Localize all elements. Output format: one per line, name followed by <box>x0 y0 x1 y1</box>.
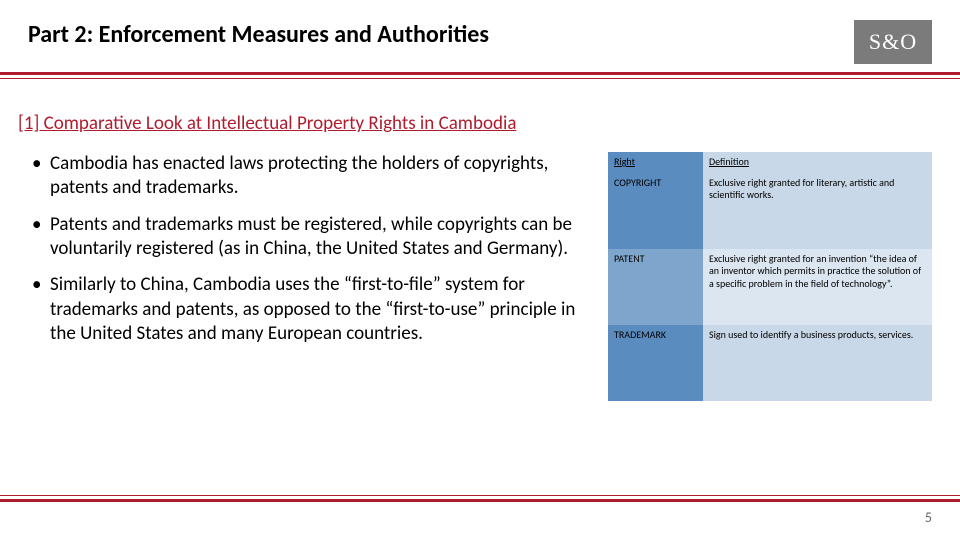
table-row: TRADEMARKSign used to identify a busines… <box>608 325 932 401</box>
bullet-item: Patents and trademarks must be registere… <box>28 213 588 262</box>
cell-definition: Exclusive right granted for literary, ar… <box>703 173 932 249</box>
cell-definition: Sign used to identify a business product… <box>703 325 932 401</box>
table-col-definition: Definition <box>703 152 932 173</box>
header-rule-thick <box>0 72 960 75</box>
cell-definition: Exclusive right granted for an invention… <box>703 249 932 325</box>
footer-rule-thick <box>0 499 960 502</box>
cell-right: PATENT <box>608 249 703 325</box>
table-row: PATENTExclusive right granted for an inv… <box>608 249 932 325</box>
section-subheading: [1] Comparative Look at Intellectual Pro… <box>18 112 516 135</box>
brand-logo-text: S&O <box>869 29 917 55</box>
table-col-right: Right <box>608 152 703 173</box>
ip-rights-table: RightDefinition COPYRIGHTExclusive right… <box>608 152 932 401</box>
header-rule-thin <box>0 78 960 79</box>
brand-logo: S&O <box>854 20 932 64</box>
cell-right: TRADEMARK <box>608 325 703 401</box>
bullet-item: Similarly to China, Cambodia uses the “f… <box>28 273 588 346</box>
cell-right: COPYRIGHT <box>608 173 703 249</box>
table-header-row: RightDefinition <box>608 152 932 173</box>
page-number: 5 <box>925 509 932 526</box>
table-row: COPYRIGHTExclusive right granted for lit… <box>608 173 932 249</box>
bullet-item: Cambodia has enacted laws protecting the… <box>28 152 588 201</box>
page-title: Part 2: Enforcement Measures and Authori… <box>28 20 489 49</box>
bullet-list: Cambodia has enacted laws protecting the… <box>28 152 588 401</box>
footer-rule-thin <box>0 495 960 496</box>
